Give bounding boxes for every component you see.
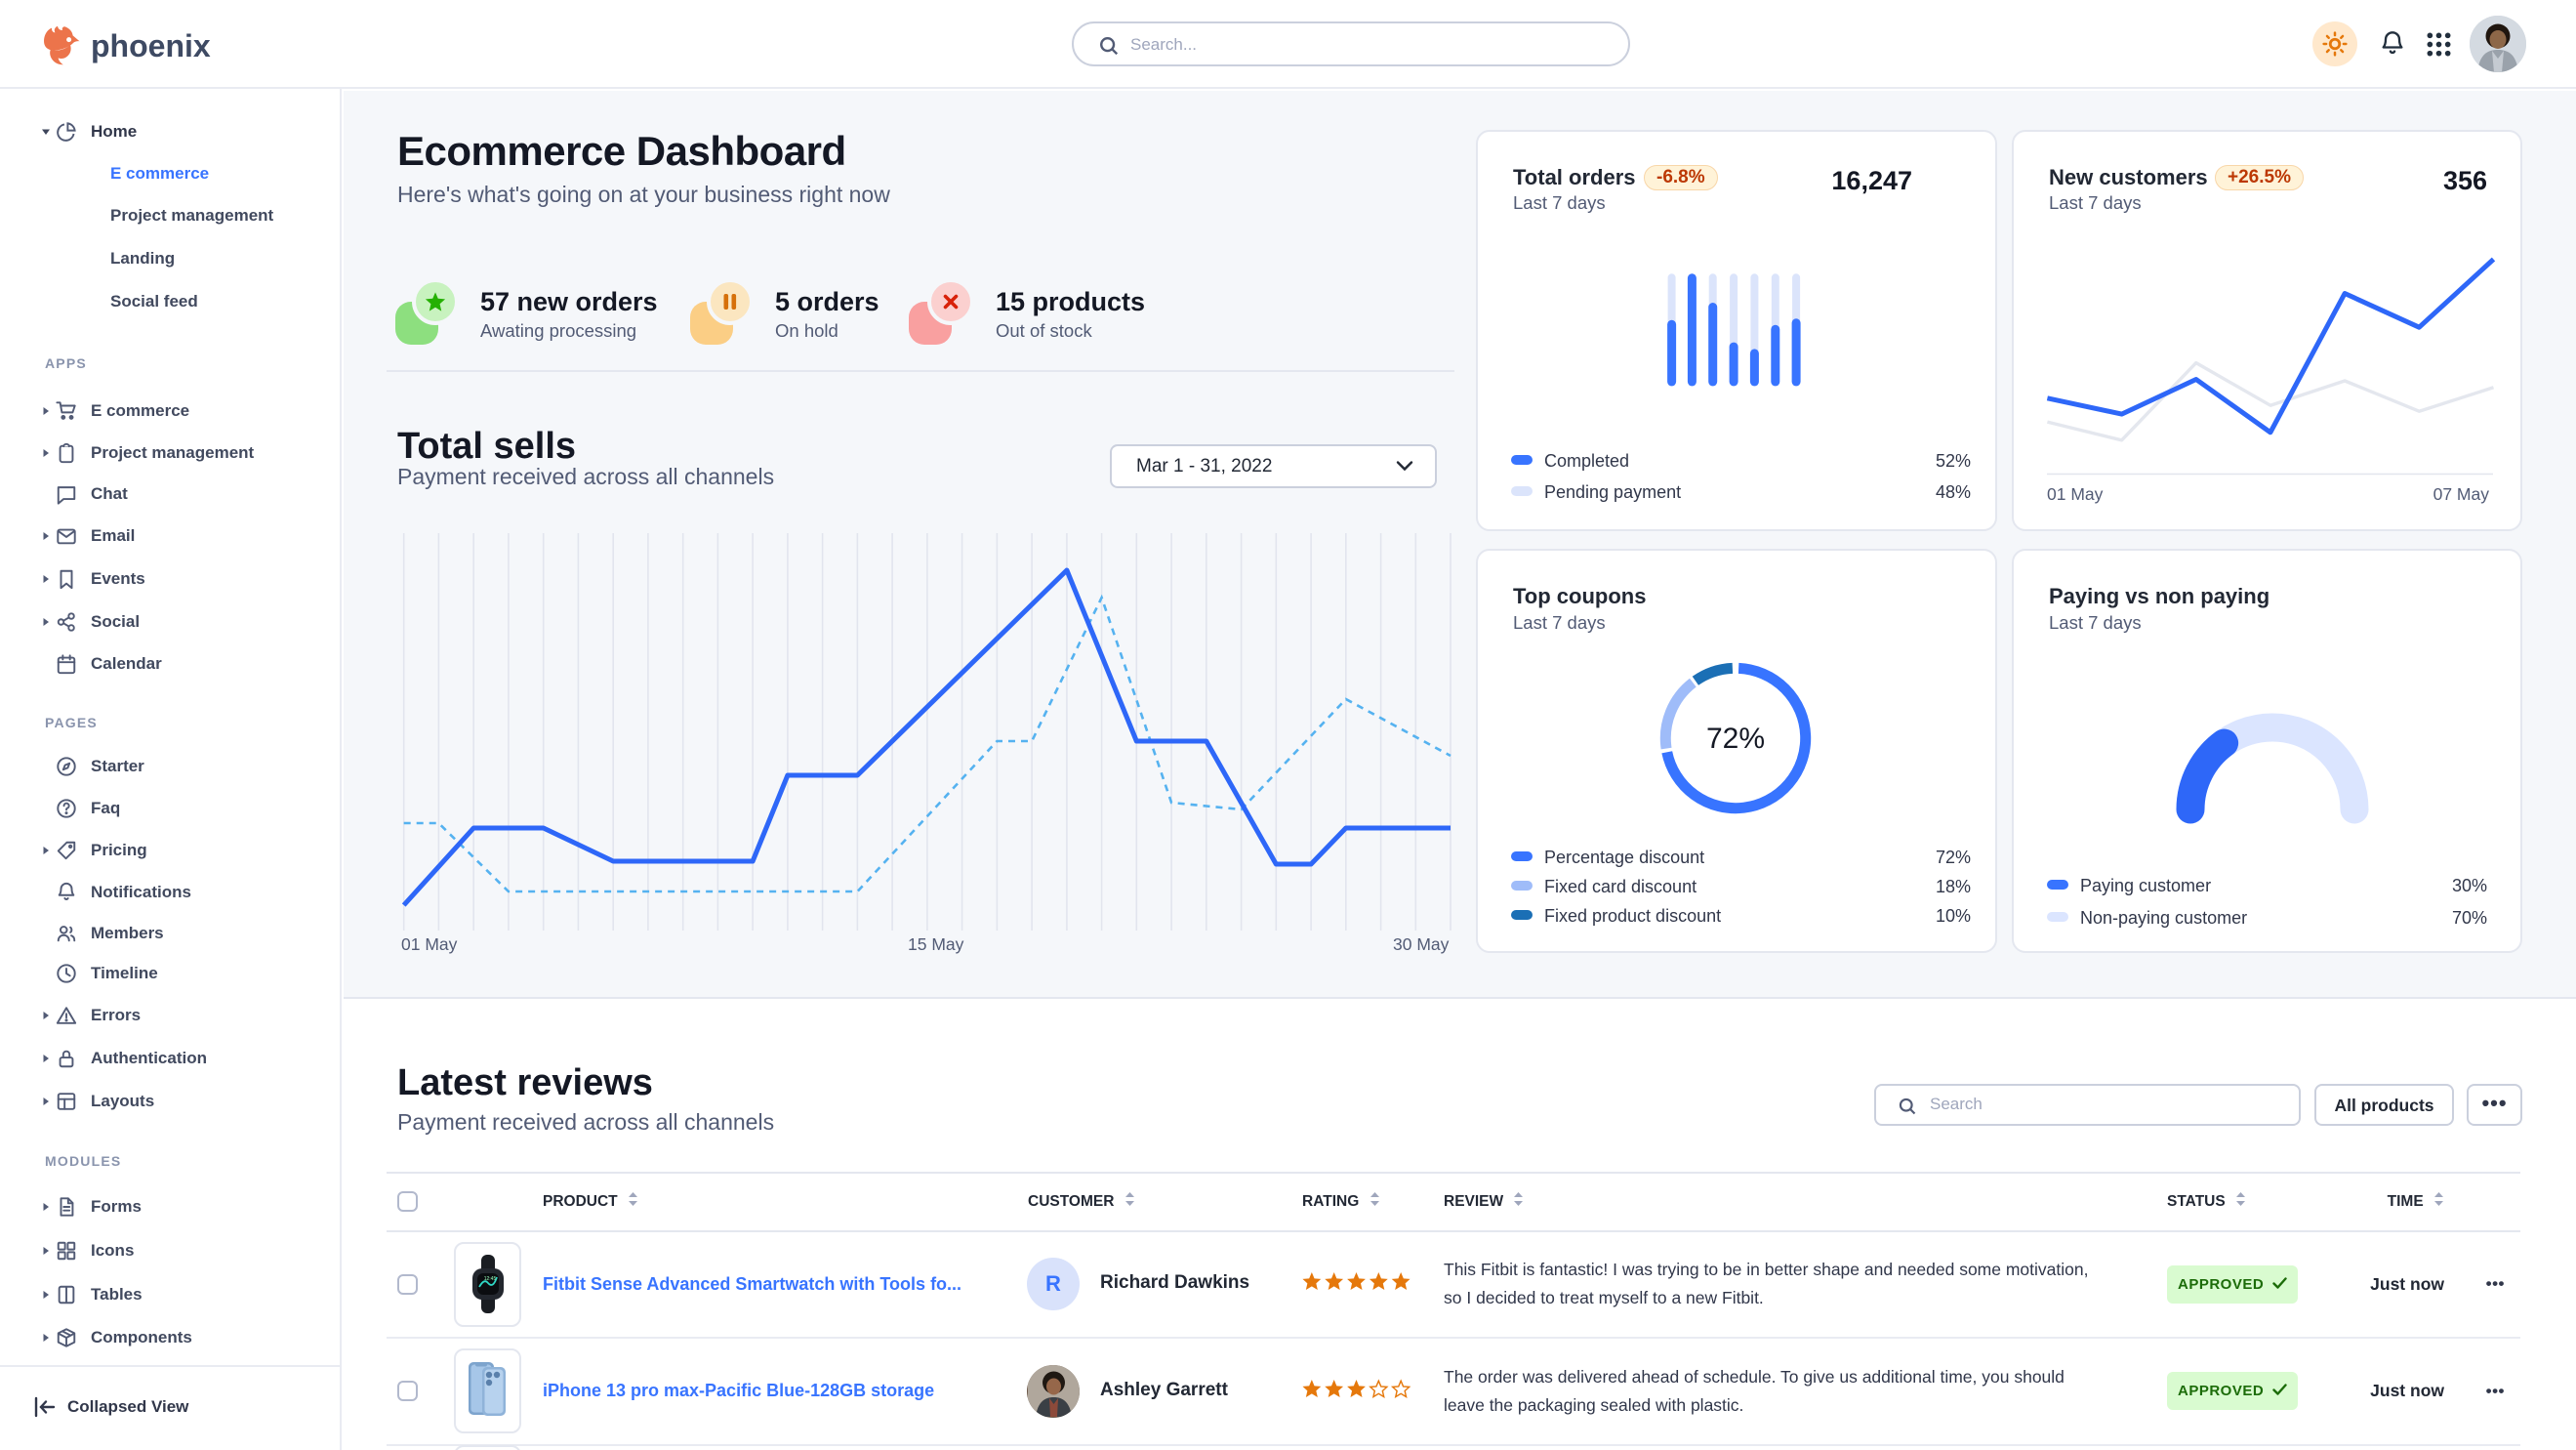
svg-text:12:45: 12:45	[483, 1276, 496, 1282]
